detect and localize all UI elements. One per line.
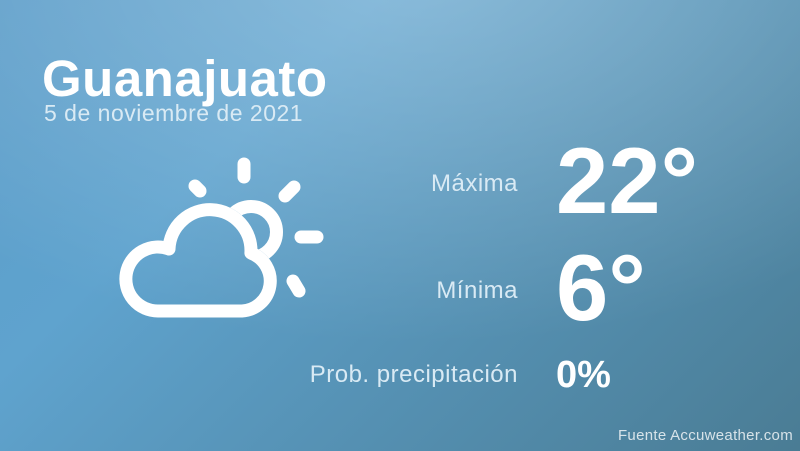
sun-ray-upper-left <box>188 179 207 198</box>
sun-behind-cloud-icon <box>119 157 324 318</box>
location-title: Guanajuato <box>42 50 328 107</box>
sun-ray-upper-right <box>278 180 301 203</box>
precipitation-label: Prob. precipitación <box>309 361 518 388</box>
min-temp-row: Mínima 6° <box>0 237 720 345</box>
date-label: 5 de noviembre de 2021 <box>44 100 304 126</box>
max-temp-row: Máxima 22° <box>0 130 720 238</box>
precipitation-row: Prob. precipitación 0% <box>0 347 720 403</box>
cloud-outline <box>119 203 277 318</box>
min-temp-label: Mínima <box>436 277 518 304</box>
sun-ray-lower-right <box>286 274 306 298</box>
precipitation-value: 0% <box>556 354 611 396</box>
max-temp-value: 22° <box>556 128 699 233</box>
max-temp-label: Máxima <box>430 170 518 197</box>
min-temp-value: 6° <box>556 235 646 340</box>
source-attribution: Fuente Accuweather.com <box>617 427 793 444</box>
